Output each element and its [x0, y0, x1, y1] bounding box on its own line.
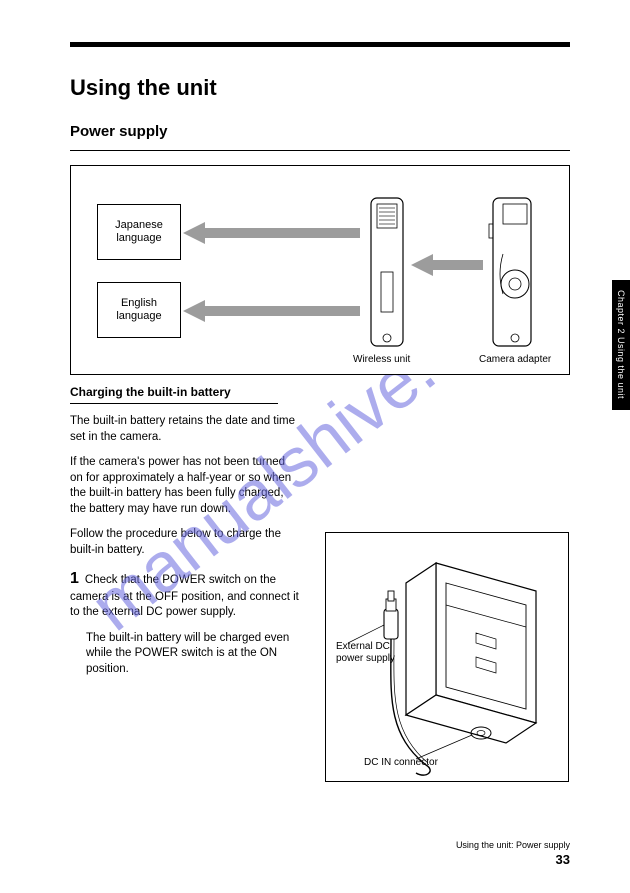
signal-flow-diagram: Japanese language English language	[70, 165, 570, 375]
chapter-side-tab: Chapter 2 Using the unit	[612, 280, 630, 410]
arrow3-head	[411, 254, 433, 276]
footer-text: Using the unit: Power supply	[456, 840, 570, 850]
para-1: The built-in battery retains the date an…	[70, 414, 300, 445]
arrow3-shaft	[433, 260, 483, 270]
arrow2-shaft	[205, 306, 360, 316]
para-2: If the camera's power has not been turne…	[70, 455, 300, 517]
lang1-l1: Japanese	[115, 219, 163, 231]
section-rule-2	[70, 403, 278, 404]
step-1-number: 1	[70, 570, 79, 587]
english-box: English language	[97, 282, 181, 338]
lang2-l2: language	[116, 310, 161, 322]
wireless-label: Wireless unit	[353, 354, 410, 365]
step-1: 1Check that the POWER switch on the came…	[70, 568, 300, 621]
page-footer: Using the unit: Power supply 33	[456, 840, 570, 869]
lang2-l1: English	[121, 297, 157, 309]
camera-adapter-icon	[487, 194, 537, 350]
arrow1-head	[183, 222, 205, 244]
section-heading-charging: Charging the built-in battery	[70, 385, 570, 399]
para-3: Follow the procedure below to charge the…	[70, 527, 300, 558]
footer-page-number: 33	[556, 852, 570, 867]
arrow2-head	[183, 300, 205, 322]
step-1-text: Check that the POWER switch on the camer…	[70, 574, 299, 618]
page-title: Using the unit	[70, 75, 570, 101]
step-1-note: The built-in battery will be charged eve…	[86, 631, 316, 678]
dc-power-figure: External DC power supply DC IN connector	[325, 532, 569, 782]
adapter-label: Camera adapter	[479, 354, 551, 365]
dcin-label: DC IN connector	[364, 757, 444, 768]
wireless-unit-icon	[367, 194, 407, 350]
top-rule	[70, 42, 570, 47]
section-heading-power: Power supply	[70, 123, 570, 140]
arrow1-shaft	[205, 228, 360, 238]
section-rule-1	[70, 150, 570, 151]
ext-dc-text: External DC power supply	[336, 641, 395, 664]
lang1-l2: language	[116, 232, 161, 244]
ext-dc-label: External DC power supply	[336, 641, 396, 664]
japanese-box: Japanese language	[97, 204, 181, 260]
dcin-text: DC IN connector	[364, 757, 438, 768]
